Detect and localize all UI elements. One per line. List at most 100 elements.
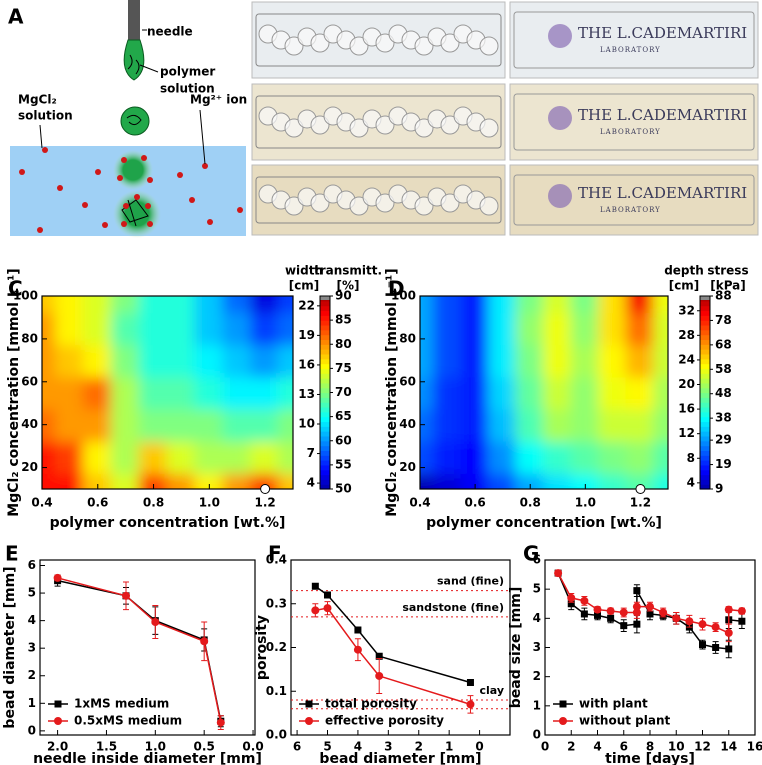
y-tick-label: 3 — [533, 640, 541, 654]
colorbar-tick-label: 55 — [335, 457, 352, 471]
colorbar-frame — [699, 295, 711, 490]
colorbar-tick-label: 88 — [715, 289, 732, 303]
contour-cell — [138, 407, 169, 442]
contour-cell — [278, 375, 293, 410]
colorbar-tick-label: 75 — [335, 361, 352, 375]
x-tick-label: 1.0 — [145, 740, 166, 754]
contour-cells — [420, 296, 668, 489]
colorbar-tick-label: 4 — [307, 476, 315, 490]
y-axis-label: bead diameter [mm] — [2, 566, 18, 728]
point-marker — [632, 602, 641, 611]
photo-tube — [513, 11, 755, 69]
solution-label: MgCl₂ — [18, 93, 57, 107]
legend-label: effective porosity — [325, 714, 444, 728]
colorbar-step — [700, 363, 710, 369]
colorbar-step — [700, 484, 710, 490]
point-marker — [593, 605, 602, 614]
bead — [349, 118, 369, 138]
y-tick-label: 0.3 — [266, 596, 287, 610]
logo-text: LABORATORY — [600, 46, 661, 54]
colorbar-step — [700, 474, 710, 480]
contour-cell — [420, 407, 435, 442]
contour-cell — [543, 375, 573, 410]
x-tick-label: 3 — [384, 740, 392, 754]
panel-label: A — [8, 5, 24, 29]
bead — [414, 196, 434, 216]
colorbar-step — [700, 479, 710, 485]
colorbar-step — [700, 455, 710, 461]
colorbar-step — [320, 353, 330, 360]
colorbar-step — [320, 421, 330, 427]
contour-cell — [54, 375, 85, 410]
plot-frame — [544, 559, 756, 736]
logo-tree — [548, 184, 572, 208]
colorbar-step — [700, 310, 710, 316]
contour-cell — [570, 296, 601, 314]
colorbar-label: depth — [664, 264, 704, 278]
contour-cell — [42, 311, 57, 346]
colorbar-tick-label: 38 — [715, 411, 732, 425]
contour-cell — [82, 407, 113, 442]
bead — [284, 196, 304, 216]
contour-cell — [420, 471, 435, 489]
point-marker — [567, 600, 575, 608]
colorbar-step — [320, 344, 330, 350]
panel-label: C — [8, 277, 23, 301]
colorbar-tick-label: 22 — [298, 298, 315, 312]
contour-cell — [42, 296, 57, 314]
colorbar-step — [320, 329, 330, 336]
point-marker — [216, 718, 225, 727]
bead — [414, 118, 434, 138]
point-marker — [122, 591, 130, 600]
series-line — [315, 607, 471, 706]
x-tick-label: 0.5 — [194, 740, 215, 754]
contour-cell — [543, 471, 573, 489]
contour-cell — [138, 375, 169, 410]
contour-cell — [250, 407, 281, 442]
point-marker — [646, 602, 654, 611]
colorbar-tick-label: 85 — [335, 313, 352, 327]
y-tick-label: 100 — [13, 289, 38, 303]
legend-marker — [54, 717, 62, 725]
bead — [349, 36, 369, 56]
contour-cell — [166, 407, 197, 442]
contour-cell — [138, 439, 169, 474]
legend-marker — [559, 717, 567, 725]
bead — [310, 193, 330, 213]
contour-cell — [515, 439, 545, 474]
colorbar-step — [320, 402, 330, 408]
contour-cell — [222, 296, 253, 314]
contour-cell — [194, 407, 225, 442]
contour-cell — [432, 296, 463, 314]
contour-cell — [194, 471, 225, 489]
x-tick-label: 16 — [747, 740, 762, 754]
panel-label: D — [388, 277, 405, 301]
colorbar-tick-label: 4 — [687, 475, 695, 489]
legend-marker — [54, 700, 62, 708]
colorbar-step — [700, 334, 710, 341]
reference-label: sandstone (fine) — [402, 601, 504, 614]
colorbar-tick-label: 78 — [715, 313, 732, 327]
colorbar-step — [700, 320, 710, 326]
colorbar-tick-label: 24 — [678, 352, 695, 366]
bead — [440, 193, 460, 213]
colorbar-tick-label: 68 — [715, 337, 732, 351]
colorbar-step — [700, 421, 710, 427]
colorbar-tick-label: 9 — [715, 482, 723, 496]
contour-cell — [487, 296, 518, 314]
contour-cell — [194, 296, 225, 314]
contour-cell — [515, 311, 545, 346]
colorbar-step — [700, 300, 710, 307]
point-marker — [606, 607, 615, 616]
contour-cell — [82, 471, 113, 489]
contour-cell — [42, 407, 57, 442]
panel-label: G — [523, 542, 539, 566]
colorbar-step — [320, 300, 330, 307]
colorbar-tick-label: 70 — [335, 385, 352, 399]
point-marker — [323, 604, 332, 613]
contour-cell — [222, 375, 253, 410]
contour-cell — [250, 471, 281, 489]
y-tick-label: 1 — [28, 696, 36, 710]
x-tick-label: 6 — [620, 740, 628, 754]
